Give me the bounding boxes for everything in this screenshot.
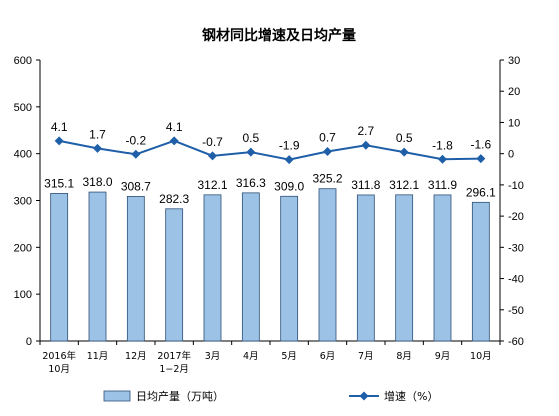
bar: [356, 194, 375, 342]
line-value-label: -0.2: [125, 133, 146, 147]
x-tick-label: 8月: [396, 351, 412, 362]
bar: [280, 195, 299, 342]
bar-value-label: 308.7: [121, 179, 151, 193]
left-tick-label: 400: [14, 149, 32, 161]
line-point: [208, 151, 217, 161]
x-tick-label: 11月: [87, 351, 109, 362]
right-tick-label: 10: [508, 117, 520, 129]
bar-value-label: 282.3: [159, 192, 189, 206]
line-value-label: -1.8: [432, 138, 453, 152]
x-tick-label: 12月: [125, 351, 147, 362]
x-tick-label: 5月: [281, 351, 297, 362]
x-tick-label: 9月: [435, 351, 451, 362]
x-tick-label: 3月: [205, 351, 221, 362]
right-tick-label: -10: [508, 180, 524, 192]
legend-line-marker: [359, 391, 369, 401]
bar-value-label: 316.3: [236, 176, 266, 190]
line-point: [361, 140, 371, 150]
x-tick-label: 10月: [470, 351, 492, 362]
bar-value-label: 312.1: [197, 178, 227, 192]
line-point: [284, 155, 294, 165]
line-value-label: -0.7: [202, 135, 223, 149]
left-tick-label: 500: [14, 102, 32, 114]
bar: [165, 208, 184, 342]
line-point: [131, 149, 141, 159]
x-tick-label: 6月: [320, 351, 336, 362]
line-point: [399, 147, 409, 157]
bar: [126, 196, 145, 342]
right-tick-label: -20: [508, 211, 524, 223]
line-value-label: 4.1: [166, 120, 183, 134]
bar-value-label: 318.0: [82, 175, 112, 189]
bar-value-label: 315.1: [44, 176, 74, 190]
legend-line-label: 增速（%）: [384, 389, 438, 403]
line-point: [323, 146, 332, 156]
line-point: [169, 136, 179, 146]
bar-value-label: 311.9: [428, 178, 457, 192]
line-value-label: 0.7: [319, 130, 336, 144]
bar-value-label: 296.1: [466, 185, 496, 199]
line-value-label: 0.5: [396, 131, 413, 145]
line-point: [438, 154, 447, 164]
line-series: 4.1 1.7 -0.2 4.1 -0.7 0.5 -1.9 0.7 2.7 0.5 -1.8 -1.…: [51, 120, 491, 165]
x-tick-label: 7月: [358, 351, 374, 362]
bar-value-label: 309.0: [274, 179, 304, 193]
line-value-label: -1.9: [279, 139, 300, 153]
right-tick-label: -30: [508, 242, 524, 254]
legend-bar-label: 日均产量（万吨）: [136, 389, 224, 403]
x-tick-label: 2017年 1−2月: [157, 350, 191, 375]
right-tick-label: -60: [508, 336, 524, 348]
left-tick-label: 200: [14, 242, 32, 254]
right-tick-label: 20: [508, 86, 520, 98]
bar-value-label: 325.2: [312, 172, 342, 186]
legend: 日均产量（万吨） 增速（%）: [103, 389, 438, 403]
line-value-label: 4.1: [51, 120, 68, 134]
bar: [395, 194, 414, 342]
legend-bar-swatch: [103, 390, 131, 402]
bar-value-label: 312.1: [389, 178, 419, 192]
line-point: [246, 147, 256, 157]
bar-value-label: 311.8: [351, 178, 380, 192]
bar: [88, 191, 107, 342]
line-point: [54, 136, 64, 146]
left-tick-label: 100: [14, 289, 32, 301]
axes: 0 100 200 300 400 500 600 -60 -50 -40 -30 -20 -10 0 10…: [14, 55, 524, 375]
line-value-label: 1.7: [89, 127, 106, 141]
line-point: [476, 154, 486, 164]
right-tick-label: 30: [508, 55, 520, 67]
right-tick-label: -50: [508, 305, 524, 317]
right-tick-label: 0: [508, 149, 514, 161]
bar: [203, 194, 222, 342]
x-tick-label: 4月: [243, 351, 259, 362]
bar: [318, 188, 337, 342]
line-value-label: 2.7: [357, 124, 374, 138]
left-tick-label: 0: [26, 336, 32, 348]
chart-title: 钢材同比增速及日均产量: [202, 27, 356, 44]
left-tick-label: 600: [14, 55, 32, 67]
line-value-label: 0.5: [242, 131, 259, 145]
right-tick-label: -40: [508, 274, 524, 286]
x-tick-label: 2016年 10月: [42, 350, 76, 375]
bar: [241, 192, 260, 342]
bar: [471, 201, 490, 342]
bar-series: 315.1 318.0 308.7 282.3 312.1 316.3 309.0 325.2…: [44, 172, 496, 342]
line-value-label: -1.6: [470, 138, 491, 152]
bar: [433, 194, 452, 342]
left-tick-label: 300: [14, 196, 32, 208]
growth-line: [58, 139, 481, 161]
bar: [50, 193, 69, 342]
line-point: [93, 143, 102, 153]
